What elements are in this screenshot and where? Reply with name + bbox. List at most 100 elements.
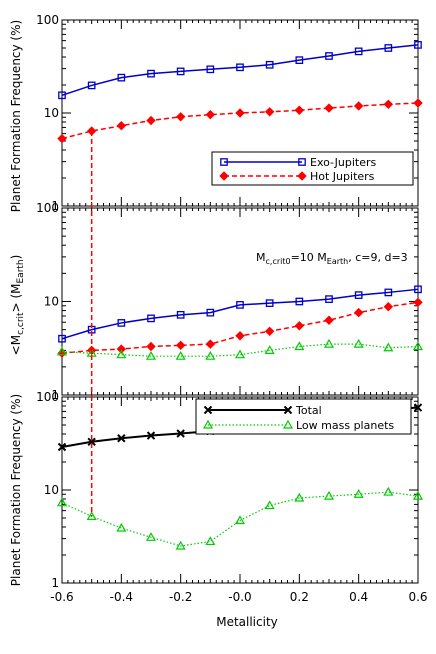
data-point: [205, 339, 216, 349]
series-top-0: [58, 41, 422, 100]
data-point: [57, 133, 67, 144]
data-point: [147, 69, 155, 78]
data-point: [117, 434, 126, 443]
middle-ylabel: <Mc,crit> (MEarth): [9, 255, 26, 356]
top-ylabel: Planet Formation Frequency (%): [9, 20, 23, 212]
legend-marker: [297, 171, 307, 181]
x-axis-label: Metallicity: [216, 615, 278, 629]
data-point: [412, 490, 424, 500]
data-point: [206, 308, 215, 317]
legend-hot-jupiters: Hot Jupiters: [310, 170, 375, 183]
data-point: [354, 291, 363, 299]
legend-total: Total: [295, 404, 322, 417]
y-tick-label: 100: [36, 390, 59, 404]
data-point: [384, 44, 393, 52]
x-tick-label: -0.6: [50, 590, 73, 604]
data-point: [323, 490, 335, 500]
data-point: [58, 334, 66, 343]
data-point: [205, 350, 216, 360]
data-point: [384, 288, 393, 297]
middle-annotation: Mc,crit0=10 MEarth, c=9, d=3: [256, 251, 408, 266]
data-point: [324, 315, 334, 325]
legend-marker: [282, 419, 294, 429]
x-tick-label: 0.2: [290, 590, 309, 604]
data-point: [383, 99, 394, 110]
data-point: [353, 338, 364, 348]
data-point: [264, 107, 275, 117]
data-point: [147, 314, 155, 323]
y-tick-label: 1: [51, 199, 59, 213]
data-point: [235, 331, 245, 341]
y-tick-label: 1: [51, 576, 59, 590]
data-point: [294, 321, 305, 331]
data-point: [383, 486, 394, 496]
data-point: [294, 105, 305, 115]
data-point: [354, 47, 363, 56]
data-point: [264, 345, 275, 354]
data-point: [412, 341, 424, 351]
data-point: [116, 522, 127, 532]
legend-marker: [203, 405, 213, 415]
bottom-ylabel: Planet Formation Frequency (%): [9, 394, 23, 586]
data-point: [87, 81, 96, 90]
data-point: [234, 349, 246, 359]
legend-bottom: Total Low mass planets: [195, 398, 412, 435]
data-point: [146, 115, 156, 126]
data-point: [325, 52, 333, 60]
data-point: [294, 492, 305, 502]
data-point: [265, 299, 274, 308]
data-point: [353, 489, 364, 498]
data-point: [205, 536, 216, 546]
data-point: [176, 310, 185, 319]
data-point: [87, 437, 96, 446]
data-point: [294, 341, 305, 351]
y-tick-label: 100: [36, 13, 59, 27]
data-point: [176, 429, 185, 438]
legend-marker: [202, 419, 214, 429]
data-point: [413, 403, 423, 412]
data-point: [236, 301, 244, 309]
data-point: [353, 101, 364, 111]
data-point: [234, 515, 246, 525]
data-point: [176, 67, 185, 76]
data-point: [383, 342, 394, 352]
data-point: [264, 326, 275, 337]
data-point: [57, 442, 67, 452]
data-point: [175, 350, 186, 360]
data-point: [175, 540, 186, 550]
series-line: [61, 301, 419, 354]
series-top-1: [57, 98, 423, 144]
data-point: [145, 532, 157, 541]
data-point: [414, 41, 422, 49]
data-point: [353, 307, 364, 318]
data-point: [175, 340, 186, 351]
data-point: [116, 121, 127, 131]
legend-top: Exo-Jupiters Hot Jupiters: [211, 151, 414, 186]
y-tick-label: 10: [44, 295, 59, 309]
data-point: [117, 73, 126, 82]
panel-middle: 1 10 100: [36, 201, 424, 402]
data-point: [235, 108, 245, 118]
data-point: [413, 98, 423, 108]
data-point: [206, 65, 215, 74]
data-point: [236, 63, 244, 72]
y-tick-label: 1: [51, 388, 59, 402]
data-point: [146, 431, 156, 440]
data-point: [205, 109, 216, 120]
legend-low-mass-planets: Low mass planets: [296, 419, 394, 432]
data-point: [324, 103, 334, 113]
data-point: [265, 60, 274, 69]
data-point: [86, 511, 97, 521]
legend-exo-jupiters: Exo-Jupiters: [310, 156, 376, 169]
data-point: [325, 295, 333, 303]
y-tick-label: 100: [36, 201, 59, 215]
series-middle-1: [57, 297, 423, 358]
data-point: [58, 91, 66, 100]
legend-marker: [220, 158, 228, 166]
y-tick-label: 10: [44, 483, 59, 497]
data-point: [264, 500, 275, 510]
x-tick-label: -0.2: [169, 590, 192, 604]
data-point: [117, 319, 126, 327]
x-tick-label: 0.6: [408, 590, 427, 604]
panel-top: 1 10 100: [36, 13, 423, 213]
